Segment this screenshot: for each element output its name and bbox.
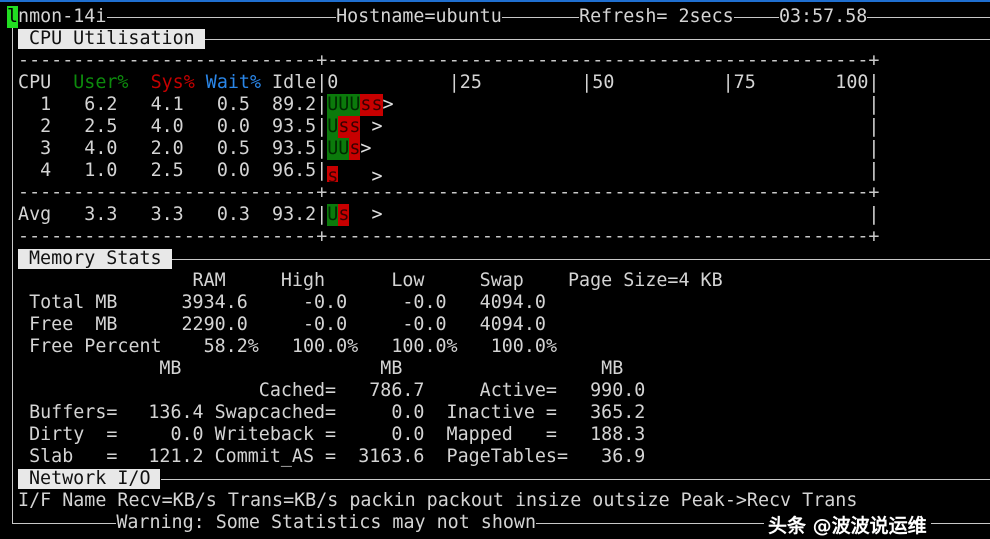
cpu-divider-mid: ---------------------------+------------… <box>7 182 990 204</box>
memory-units-row: MB MB MB <box>159 358 624 380</box>
cpu-utilisation-title: CPU Utilisation <box>18 29 205 49</box>
clock: 03:57.58 <box>778 6 868 28</box>
footer-row: Warning: Some Statistics may not shown <box>7 512 990 534</box>
cpu-idle: 93.5 <box>272 116 317 138</box>
cpu-avg-row: Avg 3.3 3.3 0.3 93.2 | Us > | <box>18 204 880 226</box>
bar-marker: > <box>338 166 383 187</box>
cpu-wait: 0.5 <box>216 94 250 116</box>
network-columns: I/F Name Recv=KB/s Trans=KB/s packin pac… <box>18 490 858 512</box>
cpu-divider-bottom: ---------------------------+------------… <box>7 226 990 248</box>
network-io-title: Network I/O <box>18 469 160 489</box>
cpu-sys: 2.5 <box>150 160 184 182</box>
memory-section-header: Memory Stats <box>7 248 990 270</box>
cpu-usage-bar: UUs> <box>327 138 371 160</box>
cpu-wait: 0.5 <box>216 138 250 160</box>
bar-user: UUU <box>327 94 361 116</box>
cpu-sys: 4.0 <box>150 116 184 138</box>
cpu-idle: 93.5 <box>272 138 317 160</box>
program-version: nmon-14i <box>18 6 107 28</box>
watermark: 头条 @波波说运维 <box>764 514 931 538</box>
cpu-idle: 96.5 <box>272 160 317 182</box>
left-border <box>12 28 13 524</box>
cpu-id: 2 <box>40 116 52 138</box>
avg-usage-bar: Us > <box>327 204 383 226</box>
cpu-user: 6.2 <box>84 94 118 116</box>
bar-user: U <box>327 116 339 138</box>
title-bar: l nmon-14i Hostname=ubuntu Refresh= 2sec… <box>7 6 990 28</box>
col-user: User% <box>73 72 129 94</box>
bar-marker: > <box>360 116 383 137</box>
cpu-row: 1 6.2 4.1 0.5 89.2 | UUUss> | <box>40 94 880 116</box>
avg-sys: 3.3 <box>150 204 184 226</box>
memory-header-row: RAM High Low Swap Page Size=4 KB <box>192 270 723 292</box>
cpu-usage-bar: UUUss> <box>327 94 394 116</box>
cpu-id: 1 <box>40 94 52 116</box>
cpu-usage-bar: Uss > <box>327 116 383 138</box>
avg-user: 3.3 <box>84 204 118 226</box>
cpu-idle: 89.2 <box>272 94 317 116</box>
bar-sys: ss <box>360 94 383 116</box>
cpu-row: 3 4.0 2.0 0.5 93.5 | UUs> | <box>40 138 880 160</box>
bar-marker: > <box>360 138 372 159</box>
cpu-sys: 4.1 <box>150 94 184 116</box>
scale-25: |25 <box>448 72 482 94</box>
cpu-table-header: CPU User% Sys% Wait% Idle |0 |25 |50 |75… <box>7 72 990 94</box>
cpu-sys: 2.0 <box>150 138 184 160</box>
cpu-user: 1.0 <box>84 160 118 182</box>
bar-sys: s <box>349 138 361 160</box>
cpu-divider-top: ---------------------------+------------… <box>7 50 990 72</box>
cpu-wait: 0.0 <box>216 160 250 182</box>
memory-buffers-row: Buffers= 136.4 Swapcached= 0.0 Inactive … <box>29 402 646 424</box>
memory-dirty-row: Dirty = 0.0 Writeback = 0.0 Mapped = 188… <box>29 424 646 446</box>
network-section-header: Network I/O <box>7 468 990 490</box>
cpu-user: 4.0 <box>84 138 118 160</box>
refresh-rate: Refresh= 2secs <box>579 6 734 28</box>
scale-100: 100| <box>835 72 880 94</box>
cpu-row: 4 1.0 2.5 0.0 96.5 | s > | <box>40 160 880 188</box>
window-top-border <box>0 0 990 2</box>
cpu-section-header: CPU Utilisation <box>7 28 990 50</box>
memory-stats-title: Memory Stats <box>18 249 172 269</box>
scale-0: |0 <box>316 72 339 94</box>
col-cpu: CPU <box>18 72 52 94</box>
bar-user: UU <box>327 138 350 160</box>
cpu-wait: 0.0 <box>216 116 250 138</box>
memory-free-percent-row: Free Percent 58.2% 100.0% 100.0% 100.0% <box>29 336 557 358</box>
bar-sys: s <box>327 166 339 188</box>
cursor: l <box>7 6 19 28</box>
memory-total-row: Total MB 3934.6 -0.0 -0.0 4094.0 <box>29 292 546 314</box>
dash-line: ---------------------------+------------… <box>18 226 880 248</box>
col-sys: Sys% <box>150 72 195 94</box>
scale-50: |50 <box>581 72 615 94</box>
cpu-id: 3 <box>40 138 52 160</box>
dash-line: ---------------------------+------------… <box>18 182 880 204</box>
avg-idle: 93.2 <box>272 204 317 226</box>
network-columns-row: I/F Name Recv=KB/s Trans=KB/s packin pac… <box>7 490 990 512</box>
hostname: Hostname=ubuntu <box>336 6 502 28</box>
memory-slab-row: Slab = 121.2 Commit_AS = 3163.6 PageTabl… <box>29 446 646 468</box>
bar-sys: ss <box>338 116 361 138</box>
col-wait: Wait% <box>205 72 262 94</box>
scale-75: |75 <box>722 72 756 94</box>
bar-marker: > <box>382 94 394 115</box>
cpu-user: 2.5 <box>84 116 118 138</box>
cpu-usage-bar: s > <box>327 160 383 188</box>
cpu-row: 2 2.5 4.0 0.0 93.5 | Uss > | <box>40 116 880 138</box>
memory-cached-row: Cached= 786.7 Active= 990.0 <box>258 380 646 402</box>
warning-message: Warning: Some Statistics may not shown <box>116 512 536 534</box>
page-size: Page Size=4 KB <box>568 270 723 292</box>
memory-free-row: Free MB 2290.0 -0.0 -0.0 4094.0 <box>29 314 546 336</box>
dash-line: ---------------------------+------------… <box>18 50 880 72</box>
cpu-id: 4 <box>40 160 52 182</box>
col-idle: Idle <box>272 72 317 94</box>
avg-wait: 0.3 <box>216 204 250 226</box>
